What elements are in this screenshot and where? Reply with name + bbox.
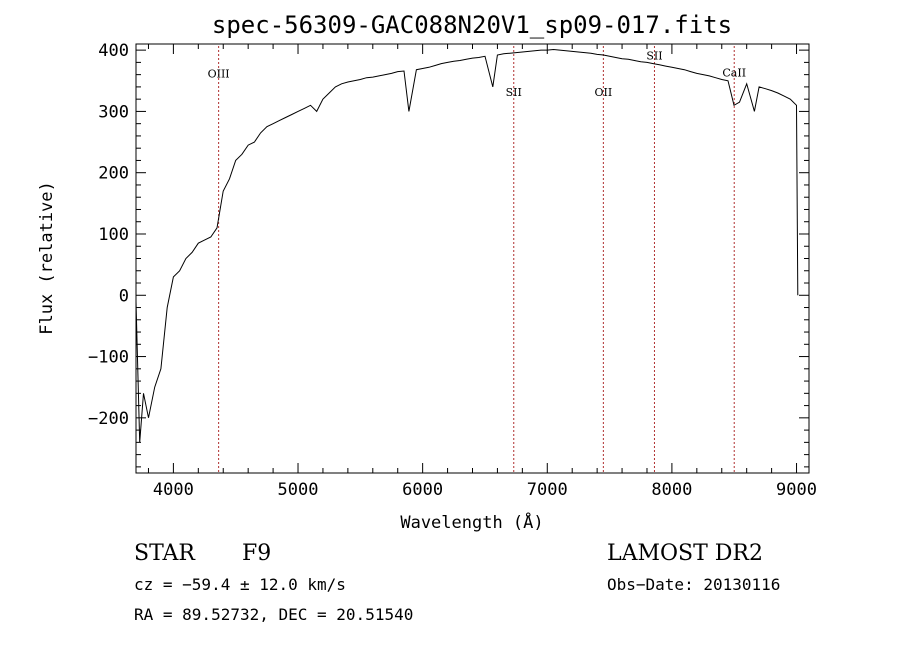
plot-frame (135, 43, 810, 474)
y-tick-label: 100 (98, 225, 129, 245)
line-marker-label: OIII (208, 68, 230, 81)
y-tick-label: 300 (98, 102, 129, 122)
observation-date: Obs−Date: 20130116 (607, 575, 780, 594)
x-axis-label: Wavelength (Å) (400, 511, 543, 533)
y-tick-label: −200 (88, 409, 129, 429)
x-axis-ticks: 4000 5000 6000 7000 8000 9000 (147, 44, 817, 500)
y-axis-label: Flux (relative) (37, 181, 57, 335)
y-tick-label: 0 (119, 286, 129, 306)
y-axis-ticks: −200 −100 0 100 200 300 400 (88, 41, 809, 468)
object-class: STAR (134, 541, 196, 566)
y-tick-label: 400 (98, 41, 129, 61)
x-tick-label: 8000 (651, 480, 692, 500)
redshift-readout: cz = −59.4 ± 12.0 km/s (134, 575, 346, 594)
x-tick-label: 6000 (402, 480, 443, 500)
y-tick-label: −100 (88, 348, 129, 368)
survey-name: LAMOST DR2 (607, 541, 763, 566)
line-marker-label: CaII (722, 66, 746, 79)
x-tick-label: 9000 (776, 480, 817, 500)
emission-line-markers: OIII SII OII SII CaII (208, 46, 746, 473)
line-marker-label: OII (595, 86, 613, 99)
y-tick-label: 200 (98, 164, 129, 184)
coordinates-readout: RA = 89.52732, DEC = 20.51540 (134, 605, 413, 624)
line-marker-label: SII (506, 86, 522, 99)
spectrum-line (135, 48, 799, 443)
object-subclass: F9 (242, 541, 271, 566)
chart-title: spec-56309-GAC088N20V1_sp09-017.fits (212, 11, 732, 39)
line-marker-label: SII (646, 49, 662, 62)
x-tick-label: 7000 (527, 480, 568, 500)
x-tick-label: 5000 (278, 480, 319, 500)
x-tick-label: 4000 (153, 480, 194, 500)
